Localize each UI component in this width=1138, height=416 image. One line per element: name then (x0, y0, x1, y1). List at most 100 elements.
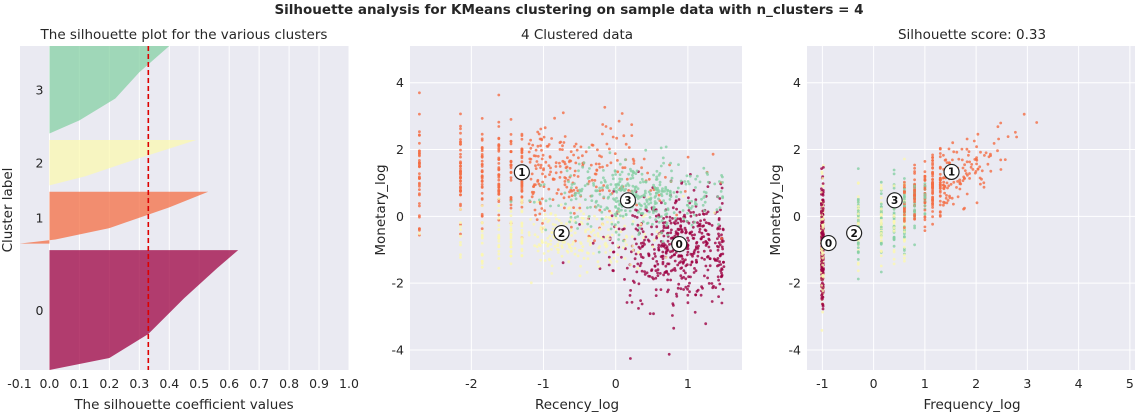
data-point (459, 221, 462, 225)
data-point (721, 247, 724, 251)
data-point (686, 247, 690, 251)
data-point (480, 259, 484, 263)
data-point (642, 180, 645, 184)
data-point (913, 200, 916, 204)
data-point (640, 245, 644, 249)
data-point (975, 156, 978, 160)
data-point (856, 269, 860, 273)
data-point (645, 206, 648, 209)
data-point (531, 143, 535, 147)
data-point (635, 203, 638, 207)
data-point (965, 160, 969, 164)
data-point (528, 199, 531, 203)
data-point (509, 178, 513, 182)
data-point (497, 166, 501, 169)
data-point (617, 207, 621, 211)
data-point (683, 226, 687, 230)
data-point (644, 191, 647, 195)
silhouette-x-tick-label: 0.4 (159, 376, 179, 391)
data-point (982, 181, 986, 185)
data-point (679, 267, 683, 270)
cluster-center-marker (671, 235, 688, 253)
data-point (643, 194, 647, 198)
data-point (632, 162, 636, 165)
data-point (540, 148, 543, 152)
data-point (653, 248, 656, 251)
data-point (607, 255, 611, 259)
data-point (563, 162, 567, 166)
data-point (679, 190, 683, 194)
data-point (546, 236, 550, 240)
data-point (686, 250, 690, 254)
data-point (706, 180, 710, 184)
data-point (558, 148, 562, 151)
data-point (569, 211, 573, 215)
data-point (662, 161, 665, 165)
data-point (856, 209, 860, 213)
data-point (664, 226, 668, 230)
data-point (668, 215, 672, 219)
data-point (418, 176, 421, 180)
data-point (598, 186, 602, 190)
data-point (943, 191, 946, 195)
data-point (585, 270, 589, 274)
data-point (560, 192, 563, 196)
data-point (509, 242, 513, 246)
data-point (955, 150, 959, 154)
data-point (636, 251, 640, 254)
data-point (713, 182, 717, 186)
clustered-data-ticks: -2 -1 0 1 -4 -2 0 2 4 (392, 75, 692, 391)
data-point (619, 230, 623, 234)
data-point (624, 209, 627, 213)
data-point (606, 220, 609, 224)
data-point (459, 169, 462, 173)
data-point (655, 169, 659, 173)
data-point (509, 235, 513, 238)
data-point (633, 188, 637, 192)
data-point (892, 226, 896, 230)
data-point (576, 254, 580, 258)
data-point (687, 284, 690, 288)
data-point (686, 287, 689, 291)
data-point (539, 127, 543, 131)
data-point (695, 261, 698, 264)
data-point (480, 262, 484, 265)
data-point (540, 227, 543, 231)
x-tick-label: -1 (816, 376, 828, 391)
data-point (544, 217, 548, 221)
data-point (632, 159, 636, 163)
silhouette-score-title: Silhouette score: 0.33 (898, 27, 1046, 43)
data-point (892, 238, 896, 242)
data-point (659, 192, 663, 196)
data-point (673, 216, 677, 220)
data-point (564, 176, 568, 180)
data-point (649, 192, 652, 196)
data-point (903, 195, 906, 199)
data-point (945, 161, 949, 165)
data-point (670, 228, 673, 232)
data-point (903, 180, 906, 184)
data-point (618, 162, 622, 166)
data-point (879, 205, 883, 209)
data-point (560, 244, 564, 248)
data-point (598, 245, 602, 248)
data-point (480, 229, 484, 233)
data-point (676, 286, 680, 290)
data-point (520, 209, 524, 213)
data-point (647, 253, 651, 257)
data-point (634, 192, 638, 196)
cluster-center-label: 1 (518, 167, 525, 179)
data-point (634, 208, 637, 212)
data-point (903, 259, 906, 263)
data-point (586, 251, 589, 255)
data-point (509, 232, 513, 236)
data-point (546, 244, 550, 248)
data-point (581, 245, 585, 249)
data-point (661, 187, 664, 191)
data-point (604, 241, 607, 245)
data-point (664, 264, 668, 268)
data-point (820, 297, 824, 301)
frequency-centers: 0 1 2 3 (820, 163, 960, 252)
data-point (583, 184, 587, 188)
data-point (645, 209, 649, 213)
